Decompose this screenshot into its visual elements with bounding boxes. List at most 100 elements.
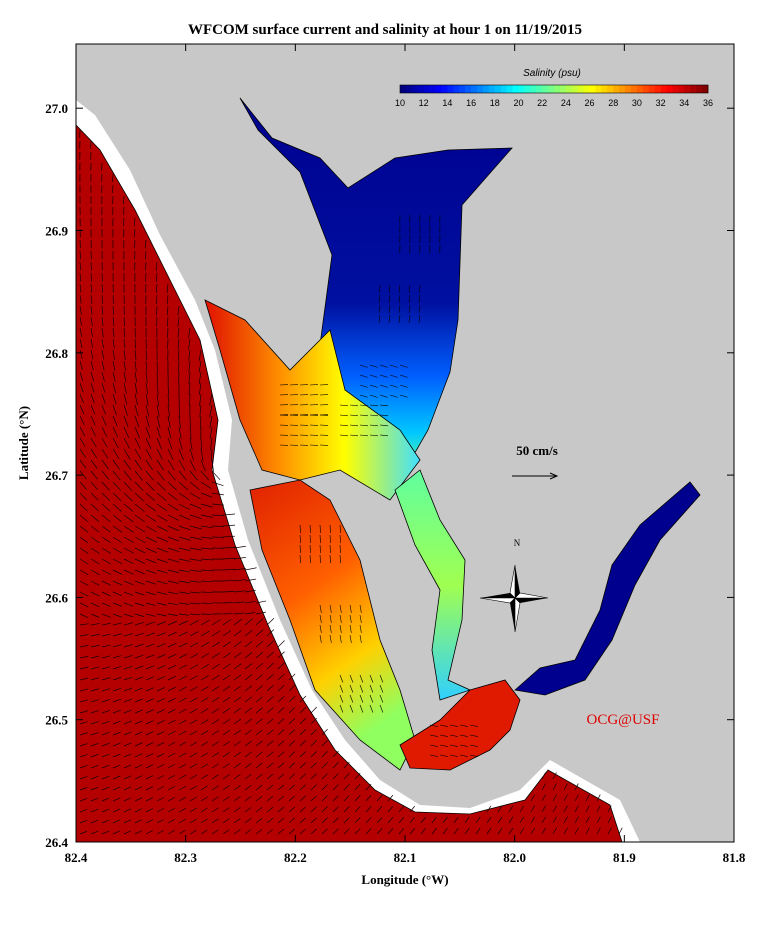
current-vector — [211, 807, 219, 813]
current-vector — [101, 382, 106, 393]
current-vector — [277, 696, 285, 703]
current-vector — [209, 415, 213, 428]
current-vector — [365, 783, 372, 791]
current-vector — [145, 492, 156, 502]
current-vector — [585, 827, 590, 835]
current-vector — [198, 349, 202, 361]
current-vector — [134, 632, 144, 637]
current-vector — [233, 763, 241, 769]
current-vector — [369, 694, 374, 703]
colorbar-tick-label: 14 — [442, 98, 452, 108]
colorbar-swatch — [524, 85, 531, 93]
current-vector — [101, 622, 111, 626]
current-vector — [349, 404, 358, 407]
current-vector — [233, 807, 241, 813]
current-vector — [167, 481, 177, 491]
y-tick-label: 26.4 — [45, 835, 68, 850]
y-tick-label: 26.7 — [45, 468, 68, 483]
current-vector — [299, 740, 307, 747]
current-vector — [112, 666, 122, 670]
current-vector — [123, 613, 134, 618]
current-vector — [101, 481, 110, 491]
current-vector — [145, 621, 156, 626]
current-vector — [321, 828, 328, 835]
current-vector — [321, 784, 328, 791]
current-vector — [408, 294, 411, 303]
current-vector — [189, 591, 201, 594]
current-vector — [178, 763, 187, 769]
current-vector — [123, 316, 125, 327]
current-vector — [156, 797, 165, 802]
current-vector — [178, 620, 188, 626]
current-vector — [167, 415, 171, 428]
current-vector — [541, 816, 546, 824]
current-vector — [178, 631, 188, 637]
current-vector — [255, 751, 263, 758]
current-vector — [319, 604, 322, 613]
current-vector — [464, 816, 470, 824]
current-vector — [189, 664, 199, 670]
current-vector — [255, 773, 263, 780]
current-vector — [123, 633, 133, 637]
current-vector — [209, 393, 213, 406]
current-vector — [178, 829, 186, 835]
current-vector — [134, 492, 145, 502]
current-vector — [189, 470, 198, 481]
current-vector — [288, 706, 296, 714]
y-axis-label: Latitude (°N) — [16, 406, 31, 480]
current-vector — [329, 604, 332, 613]
current-vector — [541, 805, 546, 813]
current-vector — [101, 602, 111, 607]
current-vector — [497, 805, 503, 813]
current-vector — [233, 774, 241, 780]
current-vector — [266, 673, 274, 681]
current-vector — [112, 753, 121, 758]
current-vector — [188, 338, 191, 350]
current-vector — [101, 721, 110, 725]
current-vector — [189, 525, 202, 530]
current-vector — [233, 557, 246, 560]
current-vector — [233, 696, 242, 703]
current-vector — [178, 602, 190, 605]
current-vector — [101, 591, 111, 597]
current-vector — [134, 731, 143, 736]
current-vector — [398, 304, 401, 313]
current-vector — [388, 314, 391, 323]
current-vector — [112, 316, 115, 327]
current-vector — [277, 662, 285, 670]
current-vector — [255, 651, 264, 659]
current-vector — [79, 305, 82, 315]
current-vector — [101, 338, 104, 349]
current-vector — [321, 762, 328, 769]
current-vector — [79, 404, 85, 415]
current-vector — [156, 492, 167, 501]
current-vector — [389, 364, 398, 368]
colorbar-swatch — [506, 85, 513, 93]
current-vector — [486, 805, 492, 813]
current-vector — [389, 374, 398, 378]
colorbar-swatch — [459, 85, 466, 93]
current-vector — [178, 664, 188, 670]
current-vector — [439, 724, 448, 727]
current-vector — [244, 707, 252, 714]
current-vector — [90, 775, 99, 780]
colorbar-swatch — [465, 85, 472, 93]
current-vector — [156, 415, 161, 428]
y-tick-label: 26.5 — [45, 713, 68, 728]
current-vector — [244, 829, 252, 835]
current-vector — [90, 415, 96, 426]
current-vector — [233, 663, 242, 670]
current-vector — [266, 696, 274, 703]
current-vector — [211, 708, 220, 714]
current-vector — [112, 547, 123, 554]
current-vector — [233, 707, 242, 714]
current-vector — [156, 830, 164, 835]
current-vector — [222, 707, 231, 714]
current-vector — [178, 580, 190, 584]
current-vector — [90, 699, 100, 703]
current-vector — [178, 437, 183, 450]
current-vector — [134, 547, 146, 554]
current-vector — [79, 819, 88, 824]
current-vector — [399, 374, 408, 378]
current-vector — [321, 728, 328, 736]
